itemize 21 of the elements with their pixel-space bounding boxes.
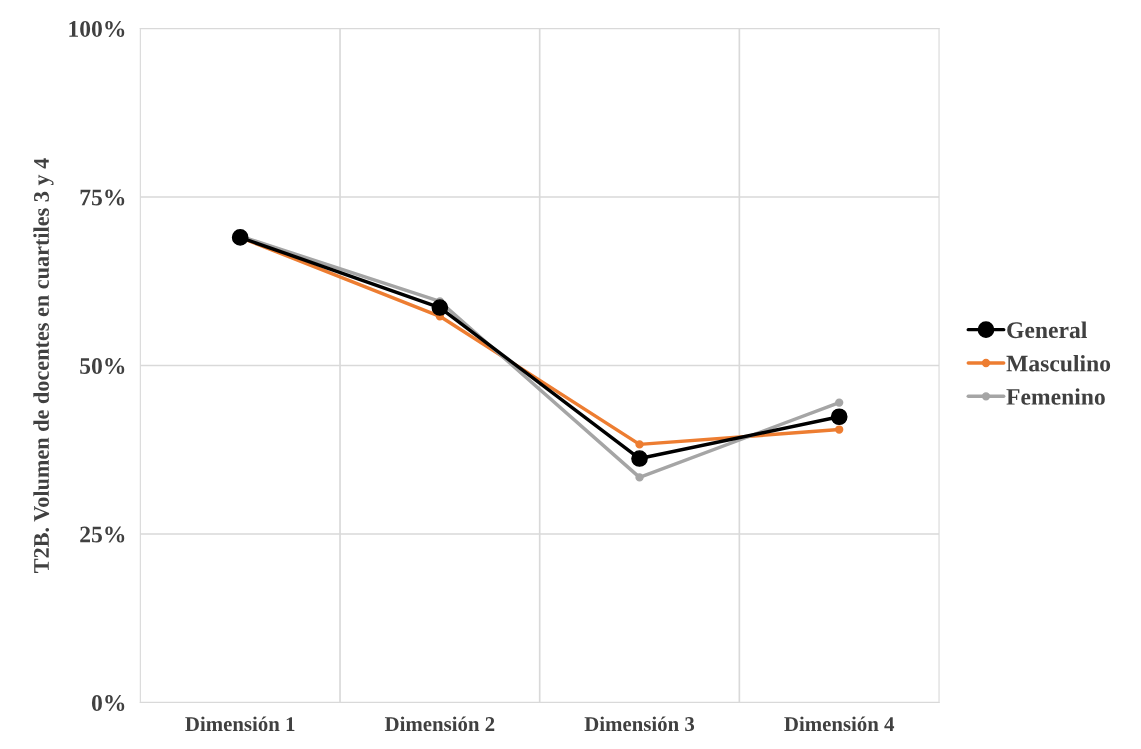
legend-label: Masculino (1006, 354, 1111, 372)
y-tick-label: 75% (80, 189, 125, 206)
x-tick-label: Dimensión 1 (185, 716, 295, 732)
legend-label: General (1007, 321, 1087, 339)
point (631, 450, 648, 467)
point (431, 299, 449, 316)
y-tick-label: 50% (80, 358, 125, 375)
x-tick-label: Dimensión 4 (784, 716, 895, 732)
point (635, 473, 644, 482)
point (635, 440, 644, 449)
x-tick-label: Dimensión 3 (584, 716, 695, 732)
x-tick-label: Dimensión 2 (384, 716, 495, 732)
point (835, 425, 844, 434)
point (830, 408, 848, 426)
y-tick-label: 25% (80, 526, 125, 543)
point (231, 229, 249, 246)
legend-label: Femenino (1006, 388, 1105, 405)
point (835, 398, 844, 407)
y-tick-label: 0% (91, 695, 125, 712)
y-axis-title: T2B. Volumen de docentes en cuartiles 3 y 4 (33, 158, 54, 573)
y-tick-label: 100% (69, 20, 125, 37)
